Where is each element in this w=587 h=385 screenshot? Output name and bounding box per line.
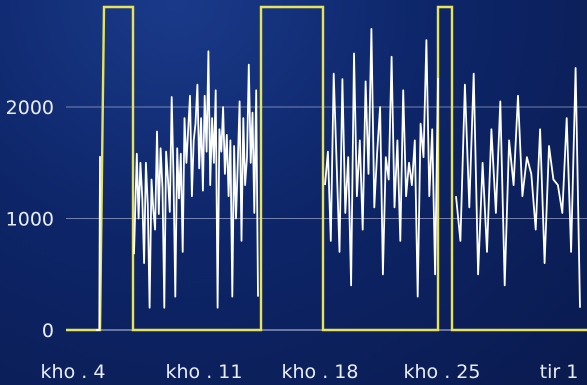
- series-line-white-segment-3: [455, 67, 581, 308]
- y-tick-label-0: 0: [42, 320, 54, 342]
- series-line-white-segment-1: [133, 50, 259, 309]
- series-line-white-segment-2: [324, 27, 439, 298]
- series-line-yellow: [66, 5, 587, 332]
- x-tick-label-3: kho . 25: [404, 361, 481, 383]
- x-tick-label-4: tir 1: [540, 361, 579, 383]
- x-tick-label-0: kho . 4: [41, 361, 106, 383]
- series-line-white-segment-0: [96, 156, 101, 331]
- y-tick-label-1: 1000: [6, 209, 54, 231]
- series-layer: [66, 5, 587, 332]
- x-tick-label-2: kho . 18: [282, 361, 359, 383]
- y-tick-label-2: 2000: [6, 97, 54, 119]
- x-tick-label-1: kho . 11: [166, 361, 243, 383]
- label-layer: 0 1000 2000 kho . 4 kho . 11 kho . 18 kho . 25…: [6, 97, 579, 383]
